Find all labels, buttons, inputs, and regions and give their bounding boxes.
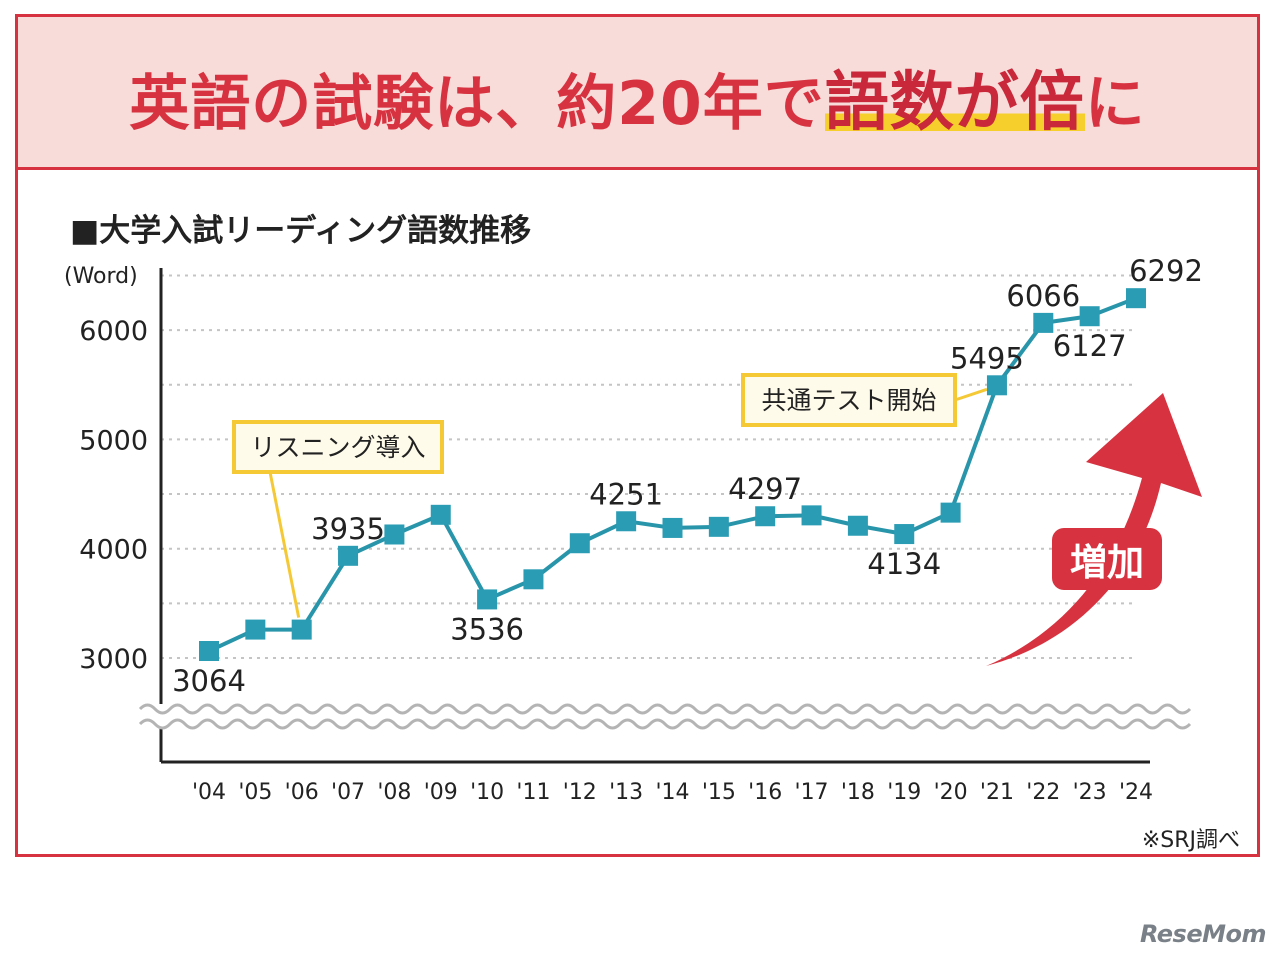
x-tick-label: '20 [934,780,968,805]
data-label: 6127 [1053,329,1127,363]
x-tick-label: '12 [563,780,597,805]
data-label: 4251 [589,477,663,511]
x-tick-label: '22 [1026,780,1060,805]
data-point [430,504,451,525]
increase-arrow [986,393,1202,666]
x-tick-label: '09 [424,780,458,805]
data-label: 3536 [450,612,524,646]
x-tick-label: '14 [655,780,689,805]
headline-suffix: に [1084,69,1146,139]
axis-break-wave [138,718,1192,730]
data-label: 4134 [867,547,941,581]
data-point [847,515,868,536]
data-label: 3935 [311,512,385,546]
increase-label: 増加 [1070,541,1144,584]
data-point [662,517,683,538]
data-point [1079,306,1100,327]
data-point [569,533,590,554]
callout-label: リスニング導入 [250,433,425,462]
y-tick-label: 4000 [79,535,148,566]
data-point [338,545,359,566]
x-tick-label: '24 [1119,780,1153,805]
x-tick-label: '07 [331,780,365,805]
data-label: 6066 [1006,279,1080,313]
x-tick-label: '06 [285,780,319,805]
data-point [894,524,915,545]
data-label: 4297 [728,472,802,506]
data-point [199,641,219,662]
y-tick-label: 6000 [79,316,148,347]
x-tick-label: '19 [887,780,921,805]
chart-title: ■大学入試リーディング語数推移 [70,213,532,249]
y-tick-label: 5000 [79,425,148,456]
increase-badge [1052,528,1162,590]
data-point [755,506,776,527]
data-point [523,569,544,590]
x-tick-label: '17 [795,780,829,805]
callout-box [232,420,444,474]
data-point [1033,312,1054,333]
x-tick-label: '18 [841,780,875,805]
x-tick-label: '10 [470,780,504,805]
x-tick-label: '13 [609,780,643,805]
header-banner: 英語の試験は、約20年で語数が倍に [18,17,1257,170]
data-point [477,589,498,610]
data-point [940,502,961,523]
y-axis-unit: (Word) [64,264,138,289]
x-tick-label: '15 [702,780,736,805]
data-point [245,619,266,640]
x-tick-label: '21 [980,780,1014,805]
data-label: 5495 [950,341,1024,375]
callout-leader [954,387,988,402]
x-tick-label: '05 [238,780,272,805]
x-tick-label: '11 [516,780,550,805]
source-note: ※SRJ調べ [1141,828,1240,853]
headline-prefix: 英語の試験は、約20年で [129,69,825,139]
callout-box [741,373,957,427]
data-point [708,516,729,537]
x-tick-label: '16 [748,780,782,805]
data-label: 6292 [1129,254,1203,288]
headline: 英語の試験は、約20年で語数が倍に [18,51,1257,143]
data-point [986,375,1007,396]
x-tick-label: '08 [377,780,411,805]
data-point [291,619,312,640]
callout-leader [268,471,301,618]
headline-highlight: 語数が倍 [824,66,1085,140]
data-label: 3064 [172,664,246,698]
x-tick-label: '04 [192,780,226,805]
x-tick-label: '23 [1073,780,1107,805]
site-logo: ReseMom [1139,920,1267,948]
axis-break-wave [138,703,1192,715]
data-point [801,505,822,526]
data-point [616,511,637,532]
callout-label: 共通テスト開始 [761,386,936,415]
data-point [384,524,405,545]
data-point [1126,288,1146,309]
y-tick-label: 3000 [79,644,148,675]
